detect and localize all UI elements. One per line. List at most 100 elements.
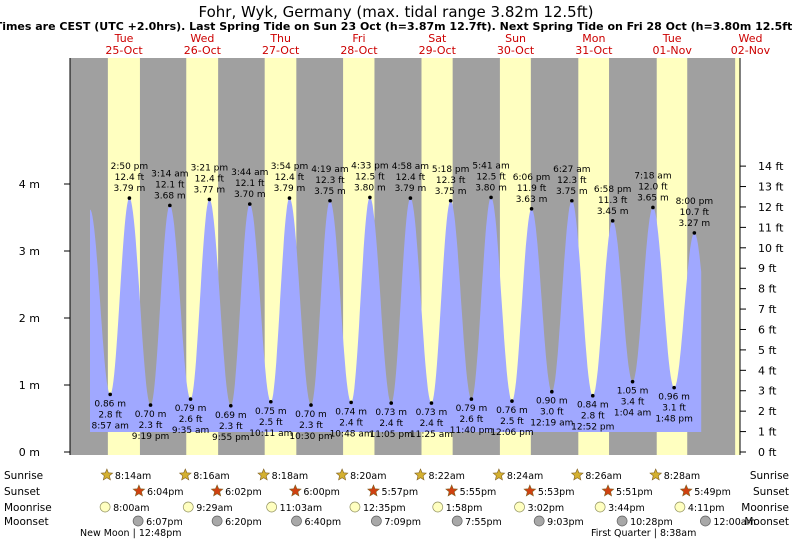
high-tide-feet: 11.9 ft: [517, 184, 547, 194]
sunrise-time: 8:16am: [193, 471, 229, 482]
high-tide-time: 6:58 pm: [594, 185, 632, 195]
day-of-week-label: Fri: [352, 32, 365, 45]
high-tide-feet: 12.0 ft: [638, 182, 668, 192]
high-tide-metres: 3.79 m: [395, 184, 427, 194]
low-tide-point: [469, 397, 474, 401]
sunrise-time: 8:18am: [272, 471, 308, 482]
high-tide-point: [287, 196, 292, 200]
sunrise-icon: [414, 468, 427, 481]
day-of-week-label: Sat: [428, 32, 447, 45]
low-tide-time: 9:55 pm: [212, 433, 250, 443]
low-tide-feet: 2.8 ft: [581, 412, 605, 422]
moonset-time: 12:00am: [713, 517, 755, 528]
low-tide-feet: 2.6 ft: [460, 415, 484, 425]
right-tick-label: 6 ft: [758, 323, 777, 336]
day-date-label: 28-Oct: [340, 44, 378, 57]
high-tide-time: 3:44 am: [231, 168, 268, 178]
low-tide-point: [550, 389, 554, 394]
low-tide-metres: 0.70 m: [135, 410, 167, 420]
high-tide-metres: 3.27 m: [679, 219, 711, 229]
moonset-time: 7:09pm: [384, 517, 421, 528]
high-tide-time: 2:50 pm: [111, 162, 149, 172]
moonrise-time: 3:44pm: [608, 503, 645, 514]
low-tide-time: 12:52 pm: [571, 423, 614, 433]
sunset-time: 6:00pm: [303, 487, 340, 498]
high-tide-metres: 3.63 m: [516, 195, 548, 205]
row-label-right: Moonrise: [741, 502, 789, 514]
low-tide-time: 10:11 am: [249, 429, 292, 439]
chart-subtitle: Times are CEST (UTC +2.0hrs). Last Sprin…: [0, 20, 793, 33]
high-tide-time: 5:18 pm: [432, 165, 470, 175]
low-tide-time: 1:04 am: [614, 409, 651, 419]
high-tide-feet: 12.5 ft: [355, 172, 385, 182]
low-tide-time: 10:30 pm: [289, 432, 332, 442]
sunset-time: 6:04pm: [147, 487, 184, 498]
low-tide-point: [148, 403, 153, 407]
low-tide-point: [510, 399, 514, 403]
moonrise-time: 9:29am: [196, 503, 232, 514]
high-tide-point: [529, 206, 534, 211]
day-of-week-label: Tue: [114, 32, 134, 45]
low-tide-feet: 2.6 ft: [179, 415, 203, 425]
sunset-time: 5:55pm: [460, 487, 497, 498]
high-tide-metres: 3.79 m: [274, 184, 306, 194]
day-date-label: 01-Nov: [652, 44, 692, 57]
day-date-label: 02-Nov: [731, 44, 771, 57]
moonrise-icon: [514, 501, 525, 513]
sunset-time: 5:57pm: [381, 487, 418, 498]
sunset-icon: [210, 484, 224, 497]
moonset-time: 7:55pm: [465, 517, 502, 528]
sunrise-icon: [335, 468, 349, 481]
moonset-icon: [211, 515, 223, 527]
row-label-left: Sunrise: [4, 470, 43, 482]
high-tide-feet: 12.1 ft: [155, 180, 185, 190]
moonrise-time: 3:02pm: [528, 503, 565, 514]
low-tide-metres: 0.96 m: [658, 393, 690, 403]
moonset-icon: [451, 515, 463, 527]
low-tide-point: [389, 401, 394, 405]
high-tide-point: [207, 197, 212, 202]
moonset-time: 9:03pm: [547, 517, 584, 528]
low-tide-feet: 2.3 ft: [219, 422, 243, 432]
low-tide-point: [590, 393, 595, 398]
row-label-right: Sunrise: [750, 470, 789, 482]
day-date-label: 25-Oct: [105, 44, 143, 57]
sunrise-time: 8:20am: [350, 471, 386, 482]
low-tide-time: 11:40 pm: [450, 426, 493, 436]
low-tide-feet: 2.4 ft: [339, 418, 363, 428]
low-tide-metres: 0.79 m: [456, 404, 488, 414]
moonrise-icon: [432, 501, 444, 513]
moonrise-time: 1:58pm: [446, 503, 483, 514]
high-tide-feet: 12.3 ft: [436, 176, 466, 186]
low-tide-feet: 2.4 ft: [379, 419, 403, 429]
high-tide-point: [127, 196, 132, 200]
right-tick-label: 12 ft: [758, 201, 784, 214]
low-tide-feet: 2.3 ft: [299, 421, 323, 431]
high-tide-point: [448, 198, 453, 203]
low-tide-time: 9:35 am: [172, 426, 209, 436]
row-label-left: Moonset: [4, 516, 49, 528]
right-tick-label: 7 ft: [758, 303, 777, 316]
left-tick-label: 4 m: [19, 178, 40, 191]
moonrise-icon: [266, 501, 278, 513]
row-label-right: Sunset: [753, 486, 789, 498]
moonrise-time: 11:03am: [280, 503, 322, 514]
low-tide-point: [229, 403, 233, 408]
moonrise-icon: [182, 501, 194, 513]
moonrise-icon: [99, 501, 111, 513]
high-tide-feet: 12.1 ft: [235, 179, 265, 189]
moonset-time: 6:40pm: [305, 517, 342, 528]
sunset-icon: [288, 484, 302, 497]
left-tick-label: 2 m: [19, 312, 40, 325]
low-tide-time: 12:19 am: [530, 419, 573, 429]
moon-phase-new: New Moon | 12:48pm: [80, 528, 182, 539]
moonset-time: 6:20pm: [225, 517, 262, 528]
high-tide-time: 8:00 pm: [676, 197, 714, 207]
high-tide-metres: 3.68 m: [154, 191, 186, 201]
low-tide-time: 8:57 am: [92, 421, 129, 431]
high-tide-time: 6:27 am: [553, 165, 590, 175]
moonset-icon: [533, 515, 545, 527]
day-of-week-label: Thu: [269, 32, 291, 45]
high-tide-metres: 3.80 m: [475, 183, 507, 193]
